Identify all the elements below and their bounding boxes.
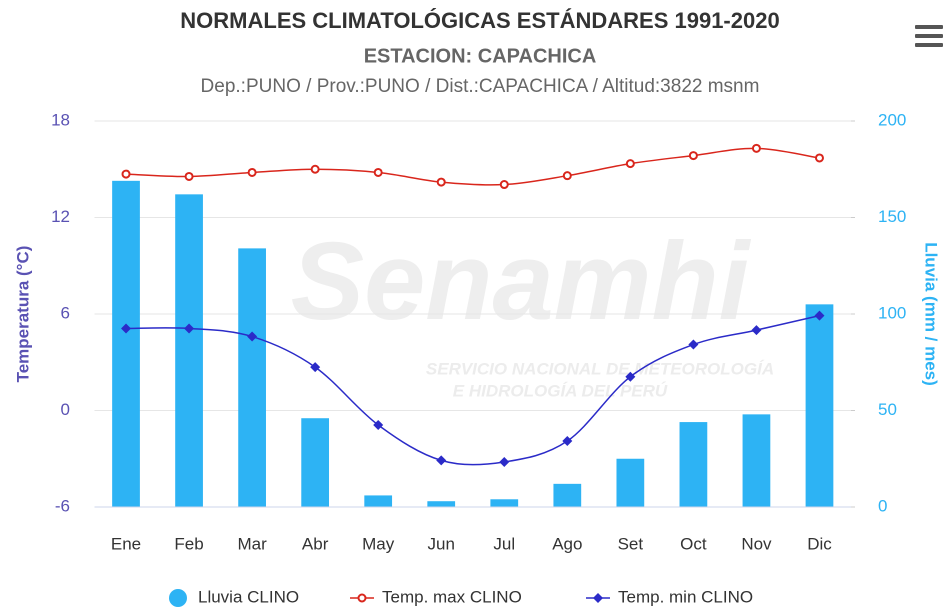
x-tick-label: Oct	[680, 534, 707, 553]
legend-symbol	[357, 593, 367, 603]
marker	[247, 331, 258, 342]
bar	[427, 501, 456, 507]
line	[125, 147, 820, 186]
x-tick-label: Ene	[111, 534, 141, 553]
chart-title: NORMALES CLIMATOLÓGICAS ESTÁNDARES 1991-…	[180, 8, 779, 33]
marker	[247, 167, 257, 177]
marker	[751, 325, 762, 336]
marker	[310, 362, 321, 373]
marker	[121, 169, 131, 179]
bar	[364, 495, 393, 507]
marker	[625, 159, 635, 169]
x-tick-label: Jun	[428, 534, 455, 553]
legend-item: Temp. max CLINO	[350, 587, 522, 606]
marker	[184, 323, 195, 334]
x-tick-label: May	[362, 534, 395, 553]
marker	[499, 180, 509, 190]
legend-label: Temp. min CLINO	[618, 587, 753, 606]
bar	[805, 304, 834, 507]
marker	[751, 143, 761, 153]
bar	[238, 248, 266, 507]
menu-bar	[915, 34, 943, 38]
marker	[688, 339, 699, 350]
x-tick-label: Ago	[552, 534, 582, 553]
marker	[562, 171, 572, 181]
marker	[625, 371, 636, 382]
legend-symbol	[169, 589, 187, 607]
x-tick-label: Mar	[237, 534, 267, 553]
chart-caption: Dep.:PUNO / Prov.:PUNO / Dist.:CAPACHICA…	[201, 76, 760, 97]
marker	[436, 177, 446, 187]
legend-item: Lluvia CLINO	[169, 587, 299, 607]
x-tick-label: Dic	[807, 534, 832, 553]
watermark: Senamhi	[291, 220, 752, 343]
bar	[175, 194, 203, 507]
marker	[436, 455, 447, 466]
menu-bar	[915, 43, 943, 47]
marker	[562, 436, 573, 447]
y2-tick-label: 100	[878, 303, 906, 322]
x-tick-label: Abr	[302, 534, 329, 553]
y-tick-label: 0	[61, 400, 70, 419]
y2-tick-label: 200	[878, 110, 906, 129]
marker	[121, 323, 132, 334]
x-tick-label: Jul	[493, 534, 515, 553]
watermark-line: E HIDROLOGÍA DEL PERÚ	[453, 381, 668, 400]
legend-label: Temp. max CLINO	[382, 587, 522, 606]
marker	[814, 153, 824, 163]
marker	[499, 456, 510, 467]
x-tick-label: Nov	[741, 534, 772, 553]
menu-button[interactable]	[915, 25, 943, 47]
y2-tick-label: 150	[878, 207, 906, 226]
bar	[553, 483, 582, 507]
legend-label: Lluvia CLINO	[198, 587, 299, 606]
menu-bar	[915, 25, 943, 29]
x-tick-label: Set	[618, 534, 644, 553]
y-tick-label: 6	[61, 303, 70, 322]
y-tick-label: -6	[55, 496, 70, 515]
watermark-line: SERVICIO NACIONAL DE METEOROLOGÍA	[426, 359, 774, 378]
y2-axis-label: Lluvia (mm / mes)	[922, 242, 941, 386]
bar	[490, 499, 519, 507]
marker	[310, 164, 320, 174]
x-tick-label: Feb	[174, 534, 203, 553]
y2-tick-label: 0	[878, 496, 887, 515]
legend-item: Temp. min CLINO	[586, 587, 753, 606]
marker	[373, 167, 383, 177]
y-axis-label: Temperatura (°C)	[13, 246, 32, 383]
bar	[742, 414, 771, 507]
bar	[301, 418, 330, 507]
legend-symbol	[593, 593, 603, 603]
marker	[184, 171, 194, 181]
y2-tick-label: 50	[878, 400, 897, 419]
bar	[112, 180, 140, 507]
bar	[616, 458, 645, 507]
y-tick-label: 12	[51, 207, 70, 226]
bar	[679, 422, 708, 507]
marker	[688, 151, 698, 161]
y-tick-label: 18	[51, 110, 70, 129]
marker	[814, 310, 825, 321]
marker	[373, 419, 384, 430]
chart-subtitle: ESTACION: CAPACHICA	[364, 45, 597, 67]
